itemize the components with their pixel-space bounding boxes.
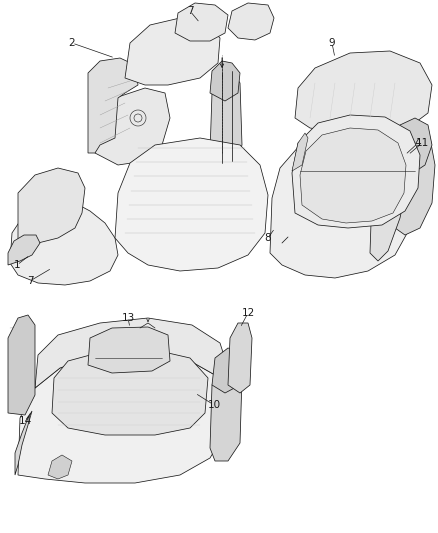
- Polygon shape: [175, 3, 228, 41]
- Polygon shape: [295, 51, 432, 135]
- Text: 7: 7: [187, 6, 193, 16]
- Text: 7: 7: [27, 276, 33, 286]
- Text: 9: 9: [328, 38, 336, 48]
- Polygon shape: [52, 350, 208, 435]
- Text: 10: 10: [208, 400, 221, 410]
- Polygon shape: [8, 235, 40, 265]
- Text: 1: 1: [14, 260, 20, 270]
- Polygon shape: [18, 351, 228, 483]
- Polygon shape: [210, 61, 240, 101]
- Polygon shape: [210, 71, 242, 163]
- Text: 8: 8: [265, 233, 271, 243]
- Polygon shape: [88, 58, 138, 153]
- Text: 13: 13: [121, 313, 134, 323]
- Text: 2: 2: [69, 38, 75, 48]
- Text: 14: 14: [18, 416, 32, 426]
- Polygon shape: [18, 168, 85, 243]
- Polygon shape: [35, 318, 228, 393]
- Polygon shape: [388, 133, 435, 235]
- Polygon shape: [88, 327, 170, 373]
- Polygon shape: [15, 411, 32, 475]
- Polygon shape: [388, 118, 432, 178]
- Polygon shape: [10, 203, 118, 285]
- Polygon shape: [210, 365, 242, 461]
- Polygon shape: [212, 348, 242, 393]
- Text: 12: 12: [241, 308, 254, 318]
- Polygon shape: [48, 455, 72, 479]
- Polygon shape: [115, 138, 268, 271]
- Polygon shape: [95, 88, 170, 165]
- Polygon shape: [370, 143, 408, 261]
- Polygon shape: [292, 115, 420, 228]
- Polygon shape: [228, 3, 274, 40]
- Polygon shape: [8, 315, 35, 415]
- Text: 4: 4: [415, 138, 421, 148]
- Polygon shape: [292, 133, 308, 171]
- Polygon shape: [270, 131, 415, 278]
- Polygon shape: [125, 18, 220, 85]
- Polygon shape: [300, 128, 406, 223]
- Polygon shape: [228, 323, 252, 393]
- Text: 11: 11: [415, 138, 429, 148]
